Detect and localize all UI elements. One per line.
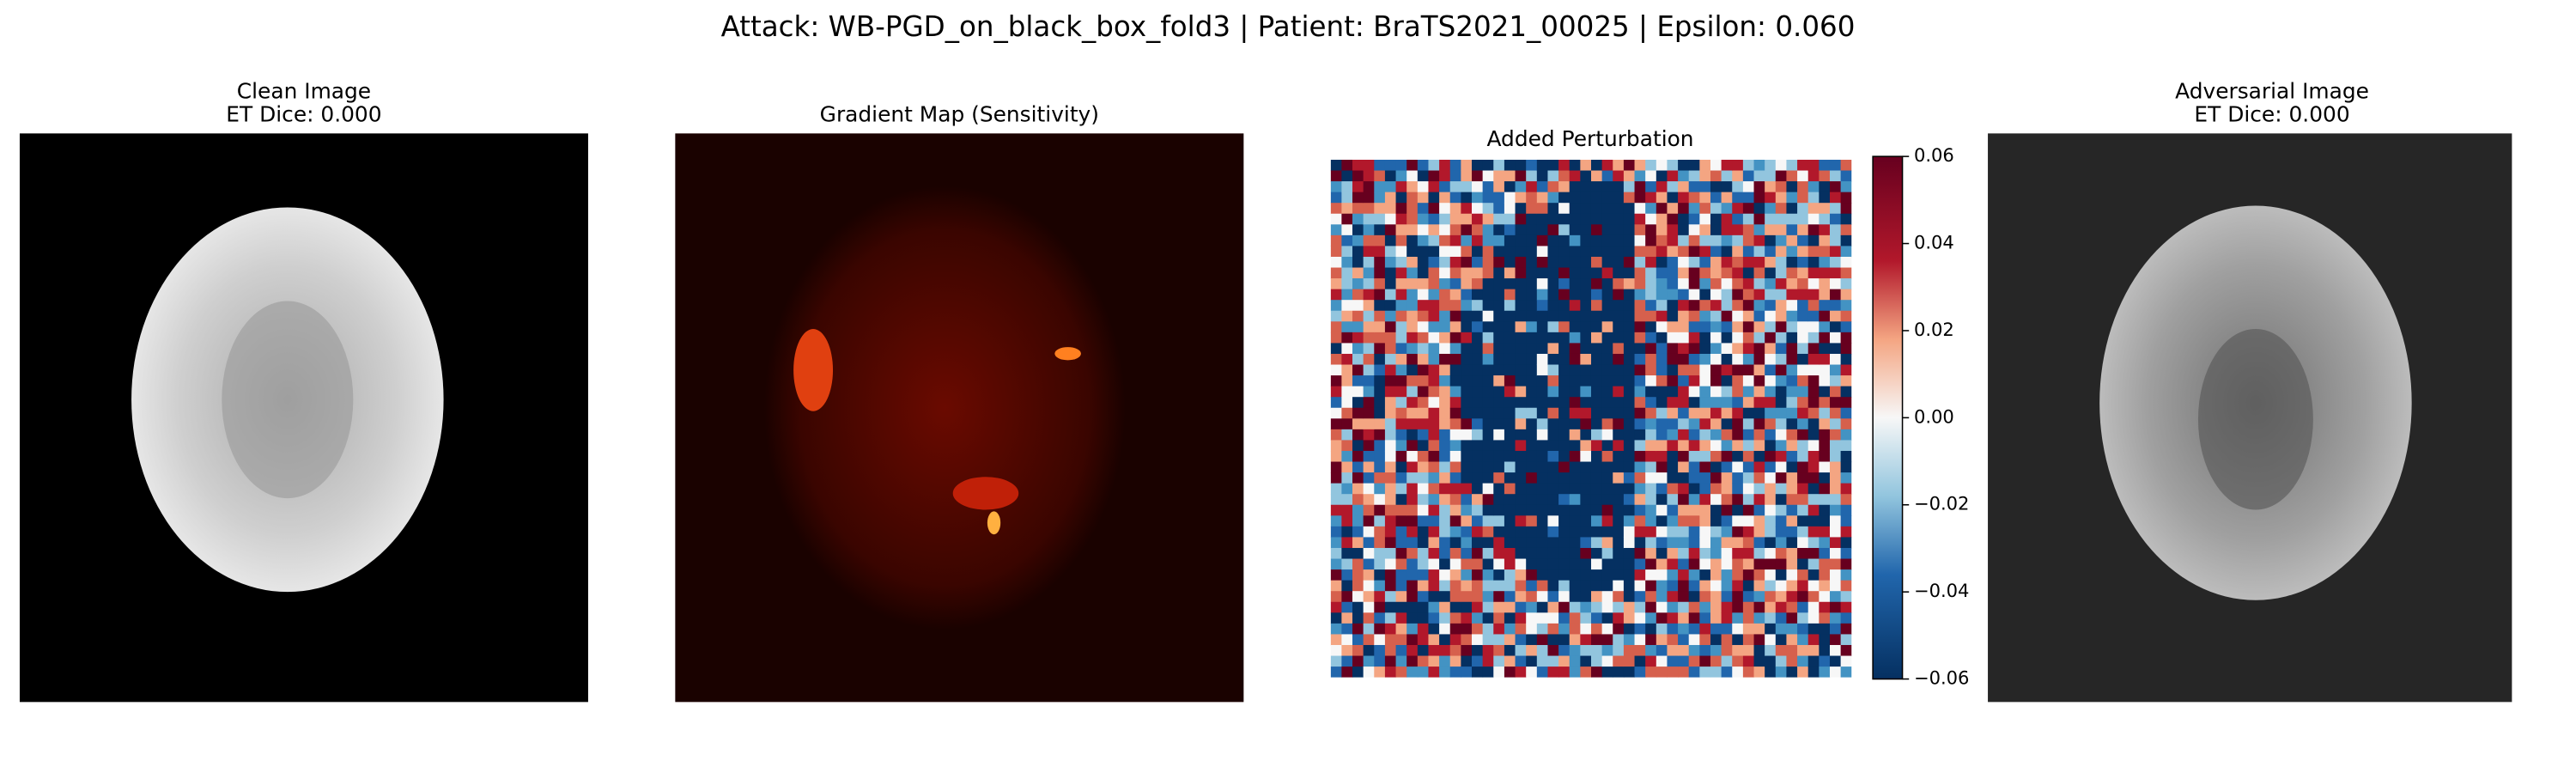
colorbar: [1872, 155, 1904, 680]
colorbar-tick-label: −0.02: [1914, 493, 1969, 514]
colorbar-tick-label: 0.02: [1914, 319, 1954, 340]
colorbar-tick-label: 0.00: [1914, 405, 1954, 427]
perturbation-image: [1330, 159, 1852, 678]
colorbar-tick-label: −0.06: [1914, 667, 1969, 689]
panel-title: Gradient Map (Sensitivity): [820, 101, 1099, 126]
colorbar-tick-label: 0.06: [1914, 144, 1954, 166]
panel-title: Adversarial Image: [2175, 79, 2369, 104]
panel-title: Clean Image: [237, 79, 371, 104]
panel-subtitle: ET Dice: 0.000: [2194, 101, 2349, 126]
colorbar-tick-label: 0.04: [1914, 232, 1954, 253]
figure-title: Attack: WB-PGD_on_black_box_fold3 | Pati…: [721, 10, 1856, 43]
panel-title: Added Perturbation: [1486, 126, 1693, 151]
clean-image: [19, 133, 588, 703]
panel-subtitle: ET Dice: 0.000: [226, 101, 381, 126]
gradient-map: [675, 133, 1244, 703]
colorbar-tick-label: −0.04: [1914, 580, 1969, 601]
adversarial-image: [1988, 133, 2512, 703]
